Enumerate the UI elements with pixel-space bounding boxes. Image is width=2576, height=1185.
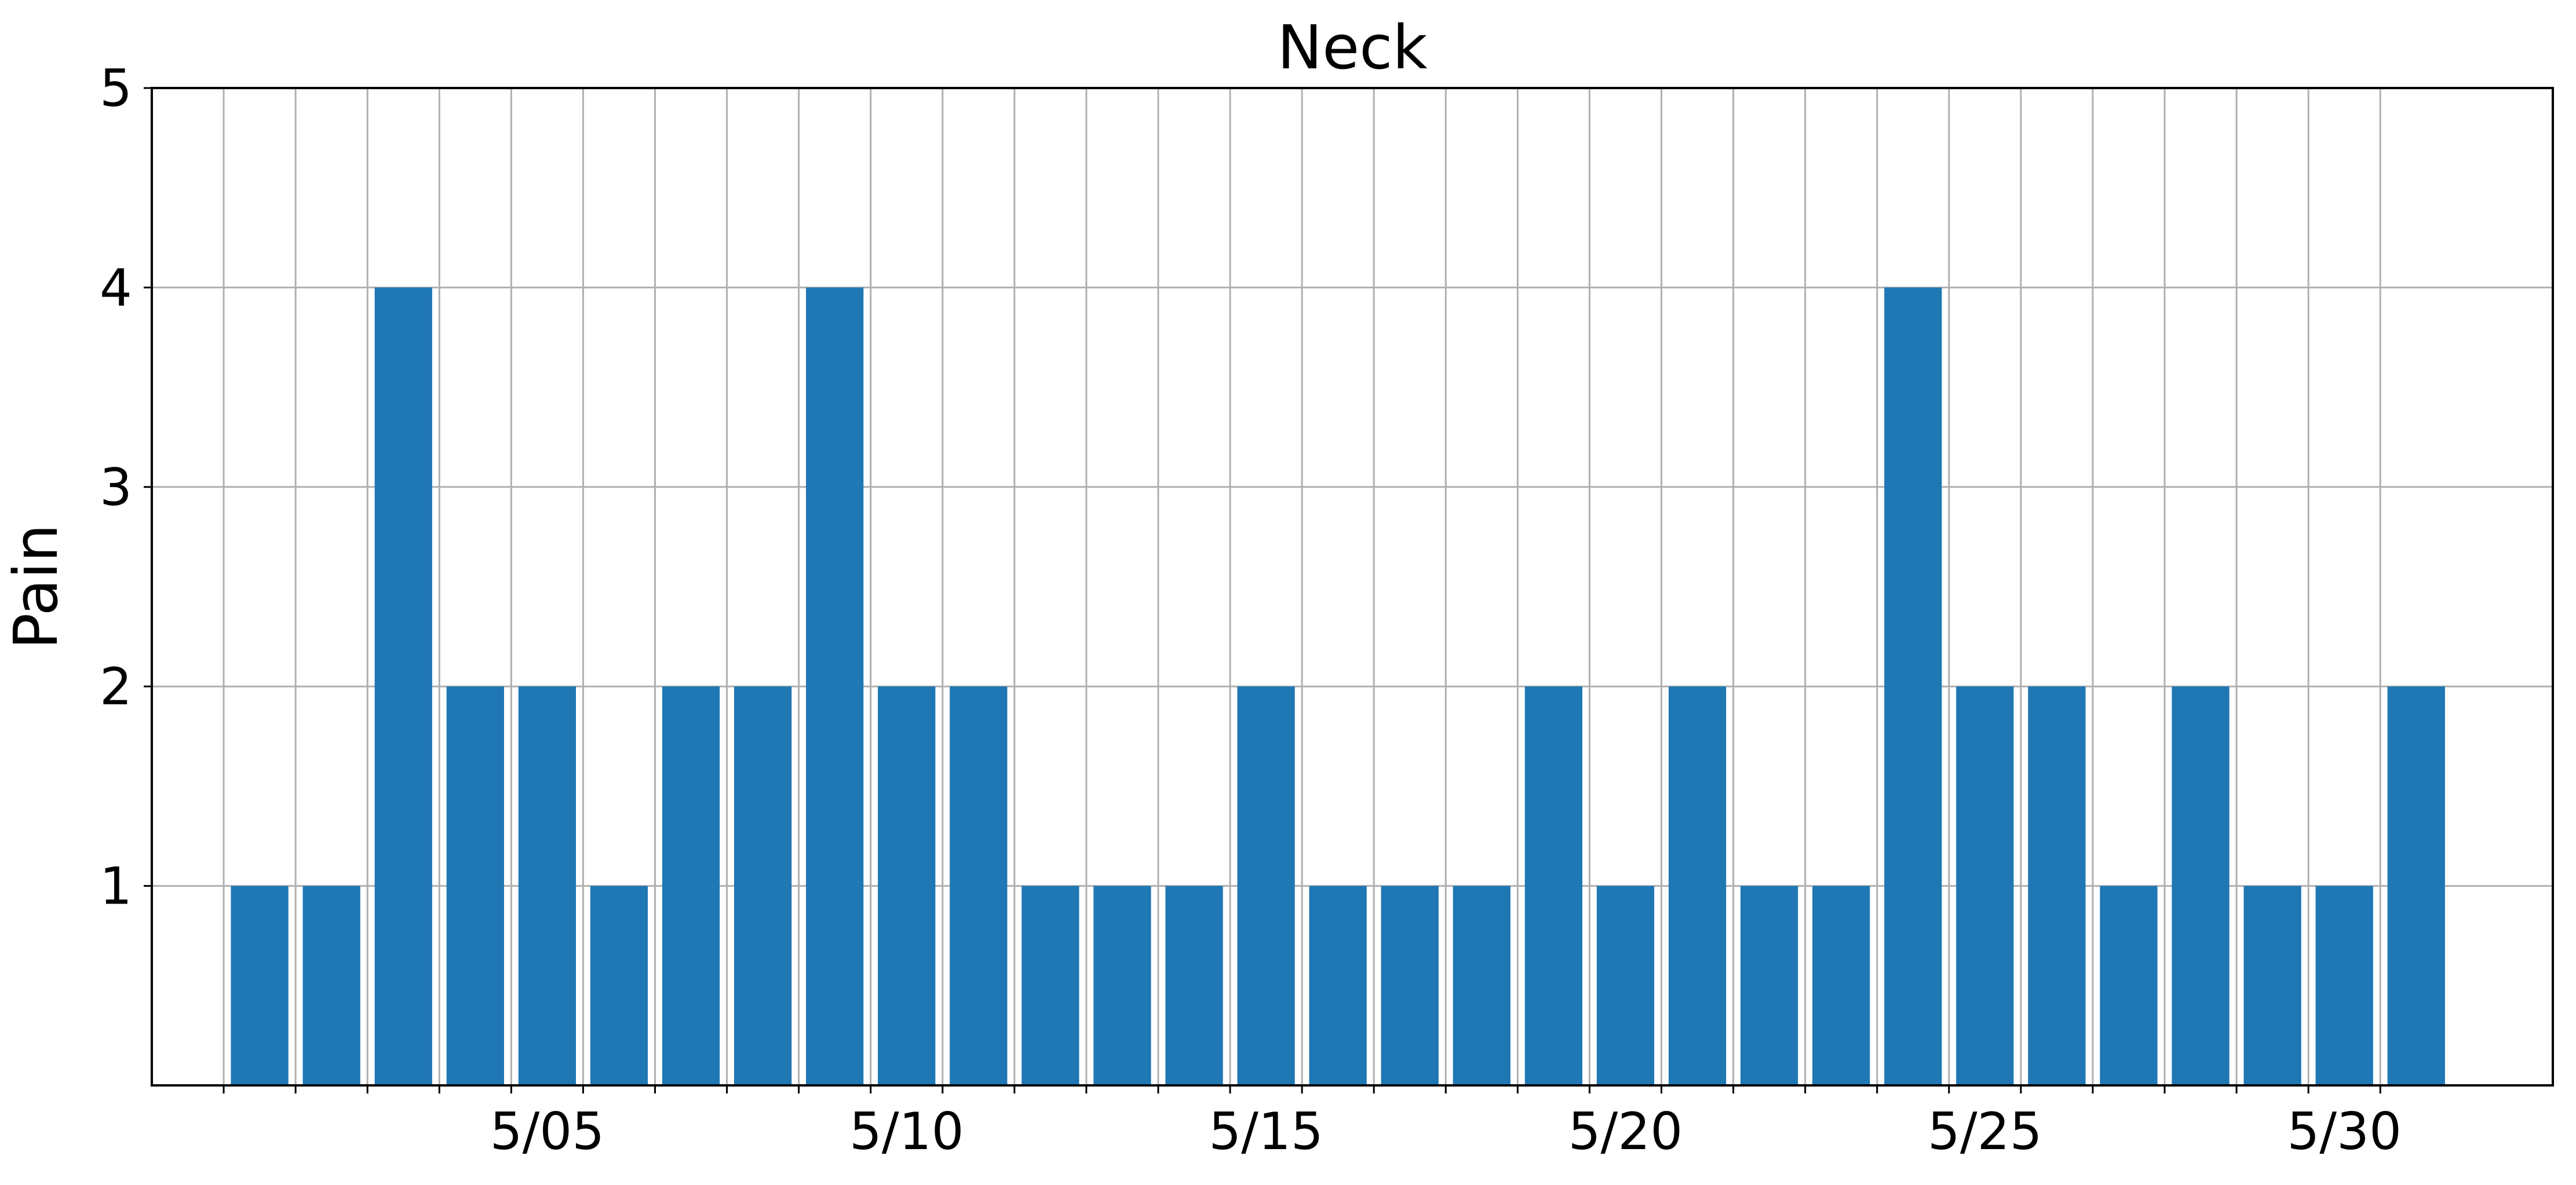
bar: [1740, 886, 1798, 1085]
x-tick-label: 5/20: [1568, 1102, 1683, 1161]
bar: [1237, 686, 1295, 1085]
y-tick-label: 1: [100, 857, 132, 916]
bar: [2028, 686, 2086, 1085]
x-tick-label: 5/05: [490, 1102, 605, 1161]
bar: [878, 686, 936, 1085]
bar: [1309, 886, 1367, 1085]
bar: [806, 287, 864, 1085]
y-axis-label: Pain: [1, 524, 71, 650]
plot-frame: [151, 87, 2554, 1087]
y-tick-label: 2: [100, 657, 132, 716]
bar: [2100, 886, 2158, 1085]
bar: [2243, 886, 2301, 1085]
bar: [1381, 886, 1439, 1085]
x-tick-label: 5/30: [2287, 1102, 2402, 1161]
bar: [1956, 686, 2014, 1085]
bar: [734, 686, 792, 1085]
chart-title: Neck: [1277, 12, 1427, 83]
x-tick-label: 5/10: [849, 1102, 964, 1161]
bar: [518, 686, 577, 1085]
bar: [1524, 686, 1583, 1085]
bars: [231, 287, 2445, 1085]
bar: [374, 287, 432, 1085]
bar: [2172, 686, 2230, 1085]
x-tick-label: 5/25: [1928, 1102, 2042, 1161]
bar: [1165, 886, 1223, 1085]
bar: [2315, 886, 2373, 1085]
bar: [302, 886, 360, 1085]
bar: [1596, 886, 1655, 1085]
bar: [1884, 287, 1942, 1085]
y-tick-label: 3: [100, 458, 132, 517]
bar: [1021, 886, 1079, 1085]
bar: [1668, 686, 1727, 1085]
bar: [950, 686, 1008, 1085]
bar: [662, 686, 720, 1085]
bar: [1812, 886, 1870, 1085]
bar: [231, 886, 289, 1085]
bar: [590, 886, 648, 1085]
y-tick-label: 4: [100, 258, 132, 317]
y-tick-label: 5: [100, 58, 132, 118]
bar: [1453, 886, 1510, 1085]
bar: [1093, 886, 1151, 1085]
x-tick-label: 5/15: [1209, 1102, 1323, 1161]
bar: [446, 686, 504, 1085]
axis-ticks: 1 2 3 4 5 5/05 5/10 5/15 5/20 5/25 5/30: [100, 58, 2402, 1161]
bar: [2387, 686, 2445, 1085]
